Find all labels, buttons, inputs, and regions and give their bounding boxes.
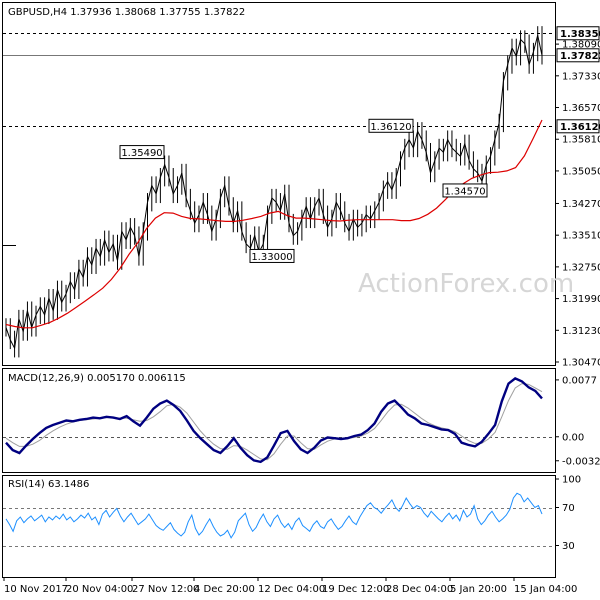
- macd-axis-label: 0.0077: [562, 375, 597, 386]
- price-axis-label: 1.32750: [562, 262, 600, 273]
- price-right-box-1: [556, 48, 600, 63]
- macd-axis-label: 0.00: [562, 432, 584, 443]
- price-right-label-0: 1.38350: [560, 29, 600, 40]
- x-axis-label: 28 Dec 04:00: [386, 584, 453, 595]
- price-chart-title: GBPUSD,H4 1.37936 1.38068 1.37755 1.3782…: [8, 7, 245, 18]
- price-right-label-1: 1.37822: [560, 51, 600, 62]
- watermark: ActionForex.com: [358, 269, 574, 299]
- x-axis-label: 20 Nov 04:00: [66, 584, 133, 595]
- price-axis-label: 1.34270: [562, 199, 600, 210]
- annotation-label-2: 1.36120: [370, 122, 411, 133]
- price-axis-label: 1.35050: [562, 166, 600, 177]
- macd-title: MACD(12,26,9) 0.005170 0.006115: [8, 373, 186, 384]
- x-axis-label: 10 Nov 2017: [4, 584, 68, 595]
- price-axis-label: 1.36570: [562, 103, 600, 114]
- annotation-label-0: 1.35490: [121, 148, 162, 159]
- price-layer: 1.35490 1.33000 1.36120 1.34570: [3, 26, 555, 358]
- price-axis-label: 1.31990: [562, 294, 600, 305]
- price-axis-label: 1.35810: [562, 135, 600, 146]
- macd-signal-line: [5, 383, 543, 461]
- price-right-box-0: [556, 26, 600, 41]
- annotation-box-1: [249, 248, 295, 263]
- axis-layer: 1.38090 1.37330 1.36570 1.35810 1.35050 1.342…: [3, 26, 600, 595]
- price-axis-label: 1.38090: [562, 40, 600, 51]
- x-axis-label: 27 Nov 12:00: [132, 584, 199, 595]
- price-right-label-2: 1.36120: [560, 122, 600, 133]
- price-axis-label: 1.30470: [562, 358, 600, 369]
- rsi-axis-label: 100: [562, 475, 581, 486]
- x-axis-label: 15 Jan 04:00: [514, 584, 577, 595]
- x-axis-label: 12 Dec 04:00: [258, 584, 325, 595]
- price-axis-label: 1.33510: [562, 231, 600, 242]
- x-axis-label: 4 Dec 20:00: [194, 584, 255, 595]
- rsi-title: RSI(14) 63.1486: [8, 479, 89, 490]
- annotation-box-0: [119, 145, 165, 160]
- macd-axis-label: -0.003249: [562, 456, 600, 467]
- annotation-box-2: [368, 118, 414, 133]
- price-series-line: [5, 35, 543, 350]
- price-panel-frame: [2, 2, 556, 366]
- x-axis-label: 19 Dec 12:00: [322, 584, 389, 595]
- annotation-label-1: 1.33000: [251, 252, 292, 263]
- price-axis-label: 1.31230: [562, 326, 600, 337]
- macd-panel-frame: [2, 368, 556, 473]
- rsi-axis-label: 30: [562, 541, 575, 552]
- rsi-line: [5, 492, 543, 539]
- annotation-box-3: [442, 183, 488, 198]
- x-axis-label: 5 Jan 20:00: [450, 584, 507, 595]
- macd-layer: [3, 377, 555, 464]
- rsi-layer: [3, 492, 555, 547]
- price-axis-label: 1.37330: [562, 71, 600, 82]
- price-right-box-2: [556, 119, 600, 134]
- rsi-panel-frame: [2, 475, 556, 578]
- macd-main-line: [5, 377, 543, 464]
- annotation-label-3: 1.34570: [444, 186, 485, 197]
- rsi-axis-label: 70: [562, 503, 575, 514]
